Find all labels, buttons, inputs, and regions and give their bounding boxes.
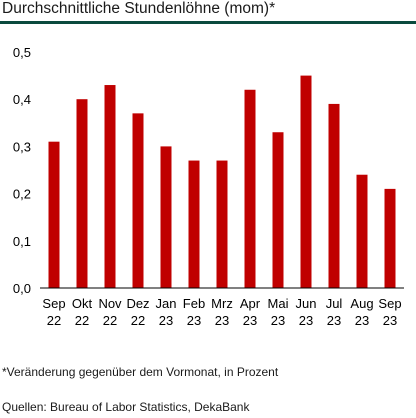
y-axis-ticks: 0,0 0,1 0,2 0,3 0,4 0,5: [13, 45, 31, 296]
x-tick-label-year: 23: [327, 313, 341, 328]
bars: [48, 75, 396, 288]
x-tick-label-year: 23: [271, 313, 285, 328]
x-tick-label-month: Apr: [240, 296, 261, 311]
x-tick-label-year: 22: [75, 313, 89, 328]
y-tick-label: 0,2: [13, 187, 31, 202]
y-tick-label: 0,1: [13, 234, 31, 249]
y-tick-label: 0,3: [13, 139, 31, 154]
x-tick-label-month: Sep: [42, 296, 65, 311]
y-tick-label: 0,4: [13, 92, 31, 107]
bar: [76, 99, 88, 288]
x-tick-label-month: Aug: [350, 296, 373, 311]
bar: [272, 132, 284, 288]
x-tick-label-month: Mrz: [211, 296, 233, 311]
x-tick-label-month: Okt: [72, 296, 93, 311]
bar-chart: 0,0 0,1 0,2 0,3 0,4 0,5 Sep 22 Okt 22 Nov 22 Dez 22 J…: [13, 45, 404, 328]
x-tick-label-year: 23: [299, 313, 313, 328]
bar: [244, 89, 256, 288]
x-tick-label-month: Sep: [378, 296, 401, 311]
x-tick-label-month: Nov: [98, 296, 122, 311]
footnote: *Veränderung gegenüber dem Vormonat, in …: [2, 365, 279, 379]
x-tick-label-year: 23: [159, 313, 173, 328]
x-tick-label-year: 23: [383, 313, 397, 328]
bar: [104, 85, 116, 288]
x-tick-label-year: 23: [243, 313, 257, 328]
bar: [216, 160, 228, 288]
x-tick-label-year: 23: [187, 313, 201, 328]
bar: [328, 103, 340, 288]
x-tick-label-year: 22: [131, 313, 145, 328]
title-rule: [0, 21, 416, 24]
x-tick-label-month: Feb: [183, 296, 205, 311]
y-tick-label: 0,0: [13, 281, 31, 296]
x-axis-labels: Sep 22 Okt 22 Nov 22 Dez 22 Jan 23 Feb 23 Mrz 23 Apr 23…: [42, 296, 401, 328]
bar: [160, 146, 172, 288]
bar: [188, 160, 200, 288]
x-tick-label-year: 22: [103, 313, 117, 328]
bar: [132, 113, 144, 288]
bar: [356, 174, 368, 288]
x-tick-label-month: Jan: [156, 296, 177, 311]
x-tick-label-month: Jun: [296, 296, 317, 311]
bar: [48, 141, 60, 288]
source-note: Quellen: Bureau of Labor Statistics, Dek…: [2, 400, 250, 414]
x-tick-label-year: 23: [355, 313, 369, 328]
x-tick-label-month: Dez: [126, 296, 149, 311]
y-tick-label: 0,5: [13, 45, 31, 60]
x-tick-label-year: 22: [47, 313, 61, 328]
x-tick-label-year: 23: [215, 313, 229, 328]
x-tick-label-month: Mai: [268, 296, 289, 311]
x-tick-label-month: Jul: [326, 296, 343, 311]
bar: [300, 75, 312, 288]
chart-title: Durchschnittliche Stundenlöhne (mom)*: [2, 0, 276, 17]
bar: [384, 188, 396, 288]
